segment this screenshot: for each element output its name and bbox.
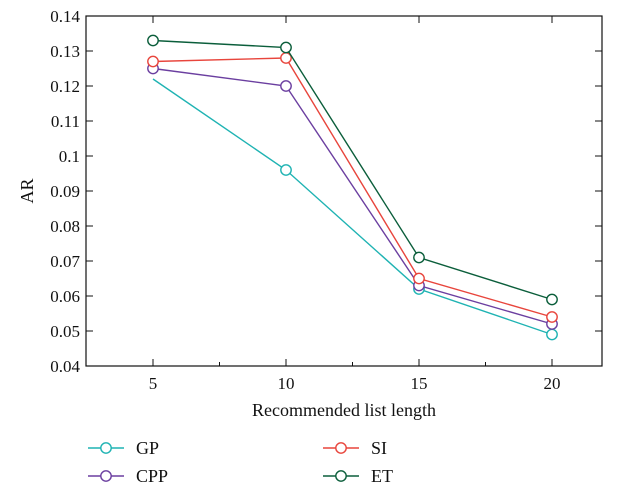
legend-label-si: SI xyxy=(371,438,387,458)
y-tick-label: 0.07 xyxy=(50,252,80,271)
series-line-cpp xyxy=(152,67,553,325)
y-tick-label: 0.11 xyxy=(51,112,80,131)
series-line-et xyxy=(152,39,553,301)
legend-label-gp: GP xyxy=(136,438,159,458)
y-tick-label: 0.12 xyxy=(50,77,80,96)
y-tick-label: 0.09 xyxy=(50,182,80,201)
legend-marker-cpp xyxy=(100,470,112,482)
axes: 0.04 0.05 0.06 0.07 0.08 0.09 0.1 0.11 0.12 0.13 0… xyxy=(50,7,603,393)
x-tick-label: 20 xyxy=(544,374,561,393)
legend-marker-si xyxy=(335,442,347,454)
legend-label-cpp: CPP xyxy=(136,466,168,486)
legend: GP CPP SI ET xyxy=(88,438,393,486)
y-tick-label: 0.13 xyxy=(50,42,80,61)
point-gp-10 xyxy=(280,164,292,176)
point-cpp-10 xyxy=(280,80,292,92)
legend-label-et: ET xyxy=(371,466,393,486)
x-tick-label: 5 xyxy=(149,374,158,393)
point-si-15 xyxy=(413,272,425,285)
point-et-20 xyxy=(546,293,558,306)
y-axis-title: AR xyxy=(17,178,37,203)
y-tick-label: 0.06 xyxy=(50,287,80,306)
y-tick-label: 0.05 xyxy=(50,322,80,341)
legend-marker-gp xyxy=(100,442,112,454)
series-layer xyxy=(147,34,558,341)
point-gp-20 xyxy=(546,328,558,341)
series-line-gp xyxy=(152,78,553,336)
point-et-5 xyxy=(147,34,159,47)
x-tick-label: 10 xyxy=(278,374,295,393)
point-et-15 xyxy=(413,251,425,264)
series-line-si xyxy=(152,57,553,318)
point-si-20 xyxy=(546,311,558,323)
y-tick-label: 0.1 xyxy=(59,147,80,166)
point-et-10 xyxy=(280,41,292,54)
x-axis-title: Recommended list length xyxy=(252,400,436,420)
legend-marker-et xyxy=(335,470,347,482)
labels-layer: Recommended list length AR xyxy=(17,178,436,420)
y-tick-label: 0.14 xyxy=(50,7,80,26)
y-tick-label: 0.08 xyxy=(50,217,80,236)
point-si-5 xyxy=(147,55,159,68)
x-tick-label: 15 xyxy=(411,374,428,393)
y-tick-label: 0.04 xyxy=(50,357,80,376)
plot-frame xyxy=(85,15,603,367)
